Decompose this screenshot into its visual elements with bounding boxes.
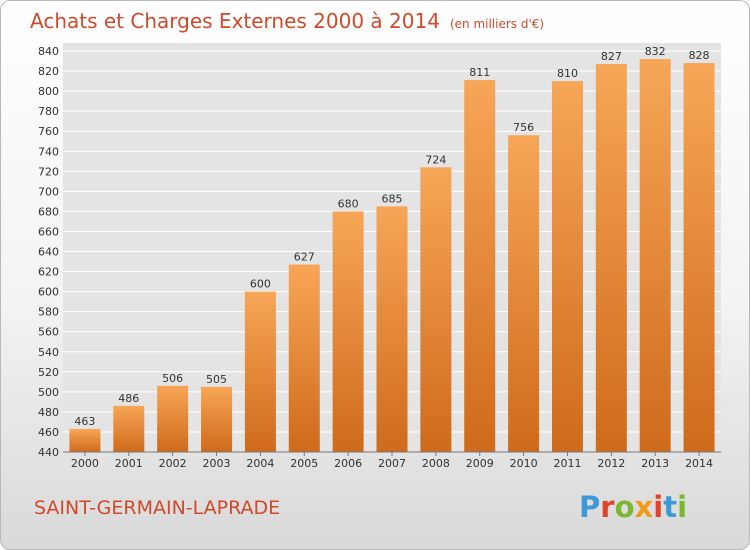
y-tick-label: 460 <box>38 426 59 439</box>
data-label: 506 <box>162 372 183 385</box>
bar <box>332 211 364 452</box>
data-label: 811 <box>469 66 490 79</box>
logo-letter: i <box>677 490 688 524</box>
data-label: 756 <box>513 121 534 134</box>
y-tick-label: 620 <box>38 266 59 279</box>
bar <box>508 135 540 452</box>
x-tick-label: 2005 <box>290 457 318 470</box>
y-tick-label: 660 <box>38 225 59 238</box>
bar <box>595 64 627 452</box>
x-tick-label: 2014 <box>685 457 713 470</box>
bar <box>244 291 276 452</box>
proxiti-logo: Proxiti <box>579 490 687 524</box>
y-tick-label: 700 <box>38 185 59 198</box>
chart-unit: (en milliers d'€) <box>449 17 545 31</box>
logo-letter: x <box>634 490 654 524</box>
x-tick-label: 2008 <box>422 457 450 470</box>
y-tick-label: 800 <box>38 85 59 98</box>
bar <box>157 385 189 452</box>
x-tick-label: 2009 <box>466 457 494 470</box>
y-tick-label: 840 <box>38 45 59 58</box>
y-tick-label: 540 <box>38 346 59 359</box>
x-tick-label: 2007 <box>378 457 406 470</box>
data-label: 685 <box>382 192 403 205</box>
x-tick-label: 2004 <box>246 457 274 470</box>
bar <box>639 59 671 453</box>
data-label: 486 <box>118 392 139 405</box>
y-tick-label: 500 <box>38 386 59 399</box>
bar <box>420 167 452 453</box>
y-tick-label: 440 <box>38 446 59 459</box>
y-tick-label: 480 <box>38 406 59 419</box>
data-label: 505 <box>206 373 227 386</box>
logo-letter: t <box>663 490 678 524</box>
data-label: 827 <box>601 50 622 63</box>
logo-letter: P <box>579 490 601 524</box>
logo-letter: r <box>600 490 615 524</box>
data-label: 810 <box>557 67 578 80</box>
x-tick-label: 2012 <box>597 457 625 470</box>
y-tick-label: 520 <box>38 366 59 379</box>
x-tick-label: 2003 <box>203 457 231 470</box>
bar <box>551 81 583 452</box>
bar <box>683 63 715 452</box>
data-label: 600 <box>250 278 271 291</box>
bar <box>376 206 408 452</box>
chart-title: Achats et Charges Externes 2000 à 2014 (e… <box>30 9 544 33</box>
y-tick-label: 640 <box>38 246 59 259</box>
x-tick-label: 2013 <box>641 457 669 470</box>
x-tick-label: 2002 <box>159 457 187 470</box>
bar <box>464 80 496 452</box>
bar <box>201 386 233 452</box>
y-tick-label: 680 <box>38 205 59 218</box>
data-label: 828 <box>689 49 710 62</box>
chart-title-text: Achats et Charges Externes 2000 à 2014 <box>30 9 440 33</box>
y-tick-label: 580 <box>38 306 59 319</box>
y-tick-label: 560 <box>38 326 59 339</box>
x-tick-label: 2010 <box>510 457 538 470</box>
data-label: 724 <box>425 153 446 166</box>
data-label: 832 <box>645 45 666 58</box>
y-tick-label: 600 <box>38 286 59 299</box>
y-tick-label: 780 <box>38 105 59 118</box>
bar <box>288 264 320 452</box>
logo-letter: i <box>653 490 664 524</box>
x-tick-label: 2001 <box>115 457 143 470</box>
data-label: 463 <box>74 415 95 428</box>
data-label: 680 <box>338 197 359 210</box>
y-tick-label: 760 <box>38 125 59 138</box>
bar <box>69 428 101 452</box>
y-tick-label: 740 <box>38 145 59 158</box>
commune-name: SAINT-GERMAIN-LAPRADE <box>34 497 281 519</box>
x-tick-label: 2006 <box>334 457 362 470</box>
y-tick-label: 720 <box>38 165 59 178</box>
x-tick-label: 2000 <box>71 457 99 470</box>
y-tick-label: 820 <box>38 65 59 78</box>
x-tick-label: 2011 <box>553 457 581 470</box>
data-label: 627 <box>294 251 315 264</box>
logo-letter: o <box>614 490 635 524</box>
bar <box>113 405 145 452</box>
